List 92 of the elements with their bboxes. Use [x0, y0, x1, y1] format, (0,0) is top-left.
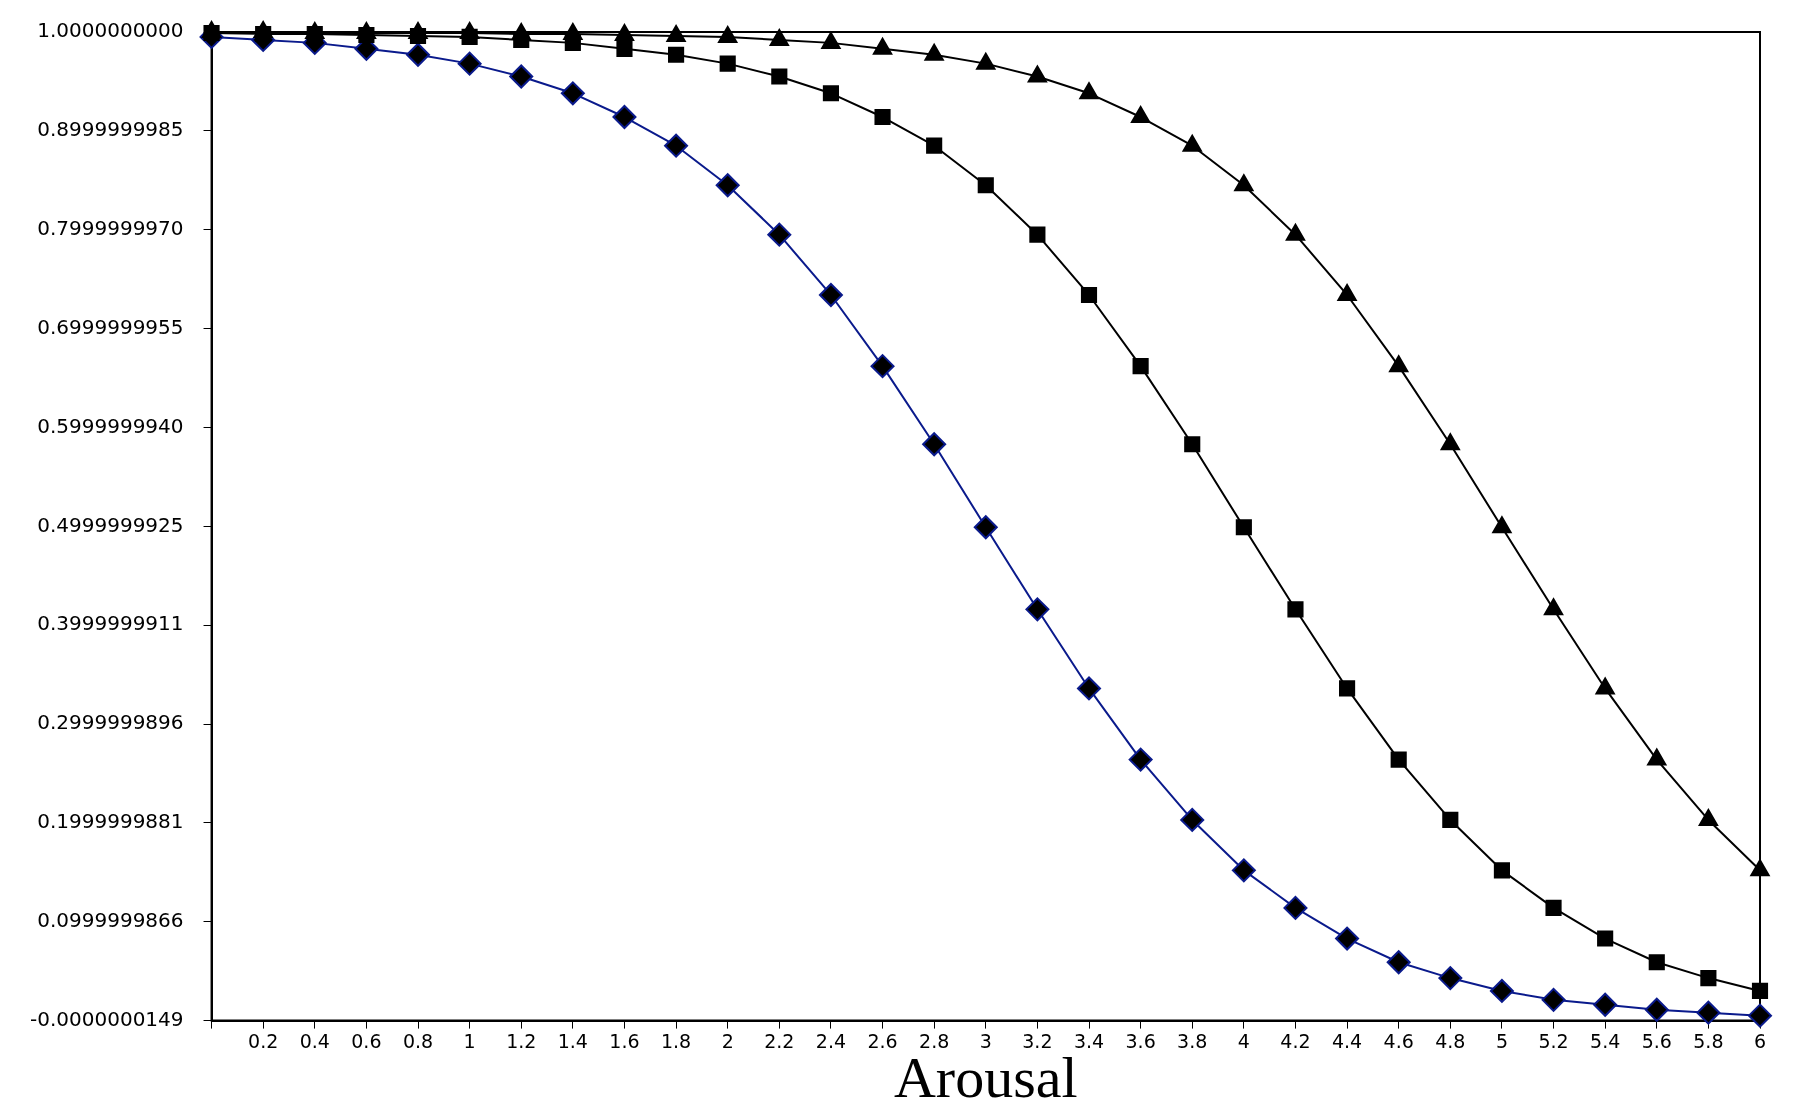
point: [715, 173, 740, 198]
point: [668, 46, 685, 63]
x-tick-label: 4.8: [1435, 1029, 1466, 1052]
x-tick-label: 0.2: [248, 1029, 279, 1052]
x-tick-label: 5.8: [1693, 1029, 1724, 1052]
x-tick-label: 5.4: [1590, 1029, 1621, 1052]
point: [1748, 1003, 1772, 1028]
point: [1287, 601, 1304, 618]
point: [509, 64, 534, 89]
point: [406, 42, 431, 67]
point: [1335, 926, 1360, 951]
point: [1541, 987, 1566, 1012]
x-tick-label: 3.8: [1177, 1029, 1208, 1052]
point: [612, 105, 637, 130]
point: [1696, 1000, 1721, 1025]
point: [1339, 680, 1356, 697]
point: [1184, 436, 1201, 453]
point: [1080, 286, 1098, 304]
point: [977, 177, 994, 194]
point: [1029, 226, 1046, 243]
point: [457, 51, 482, 76]
point: [664, 133, 689, 158]
point: [1390, 751, 1407, 768]
x-tick-label: 0.6: [351, 1029, 382, 1052]
point: [1077, 676, 1101, 701]
x-tick-label: 1.4: [557, 1029, 588, 1052]
y-tick-label: 0.4999999925: [37, 512, 184, 537]
point: [874, 108, 891, 126]
y-tick-label: 0.0999999866: [37, 907, 184, 932]
x-tick-label: 1.2: [506, 1029, 537, 1052]
x-tick-label: 1.6: [609, 1029, 640, 1052]
point: [1235, 519, 1252, 536]
point: [973, 515, 998, 540]
x-tick-label: 2: [721, 1029, 734, 1052]
y-tick-label: 0.7999999970: [37, 215, 184, 240]
point: [1442, 811, 1459, 828]
point: [1751, 982, 1769, 1000]
x-tick-label: 3: [979, 1029, 992, 1052]
x-tick-label: 4.6: [1383, 1029, 1414, 1052]
point: [926, 137, 943, 154]
x-tick-label: 2.4: [815, 1029, 847, 1052]
point: [1130, 106, 1151, 124]
point: [719, 55, 736, 72]
y-tick-label: 0.8999999985: [37, 117, 184, 142]
y-tick-label: 0.5999999940: [37, 413, 184, 438]
point: [1128, 747, 1153, 772]
x-tick-label: 2.8: [919, 1029, 950, 1052]
point: [818, 282, 843, 307]
y-tick-label: 1.0000000000: [37, 18, 184, 43]
point: [822, 85, 839, 102]
point: [767, 222, 792, 247]
x-tick-label: 3.6: [1125, 1029, 1156, 1052]
point: [1593, 992, 1618, 1017]
x-tick-label: 3.4: [1073, 1029, 1105, 1052]
y-tick-label: 0.3999999911: [37, 611, 184, 636]
point: [1438, 966, 1463, 991]
y-tick-label: 0.6999999955: [37, 314, 184, 339]
point: [870, 354, 895, 379]
x-tick-label: 4: [1237, 1029, 1250, 1052]
point: [922, 432, 947, 457]
x-tick-label: 4.2: [1280, 1029, 1311, 1052]
point: [1700, 970, 1717, 987]
x-tick-label: 5.2: [1538, 1029, 1569, 1052]
point: [1025, 597, 1050, 622]
point: [771, 68, 788, 85]
y-tick-label: 0.2999999896: [37, 710, 184, 735]
y-tick-label: -0.0000000149: [30, 1006, 184, 1031]
point: [1231, 858, 1256, 883]
point: [1644, 997, 1669, 1022]
x-tick-label: 5: [1495, 1029, 1508, 1052]
x-tick-label: 5.6: [1641, 1029, 1672, 1052]
y-tick-label: 0.1999999881: [37, 809, 184, 834]
point: [616, 40, 633, 57]
x-tick-label: 0.8: [402, 1029, 434, 1052]
point: [1489, 978, 1514, 1003]
x-tick-label: 3.2: [1022, 1029, 1053, 1052]
x-tick-label: 6: [1753, 1029, 1767, 1052]
x-tick-label: 4.4: [1331, 1029, 1363, 1052]
x-tick-label: 0.4: [299, 1029, 330, 1052]
x-tick-label: 2.2: [764, 1029, 795, 1052]
point: [560, 81, 585, 106]
point: [1386, 950, 1411, 975]
x-tick-label: 2.6: [867, 1029, 898, 1052]
x-tick-label: 1: [463, 1029, 476, 1052]
point: [1545, 899, 1562, 916]
point: [1180, 807, 1205, 832]
point: [1597, 930, 1614, 947]
point: [1283, 895, 1308, 920]
x-tick-label: 1.8: [660, 1029, 692, 1052]
point: [1493, 862, 1510, 879]
point: [1132, 358, 1149, 375]
point: [1648, 954, 1665, 971]
